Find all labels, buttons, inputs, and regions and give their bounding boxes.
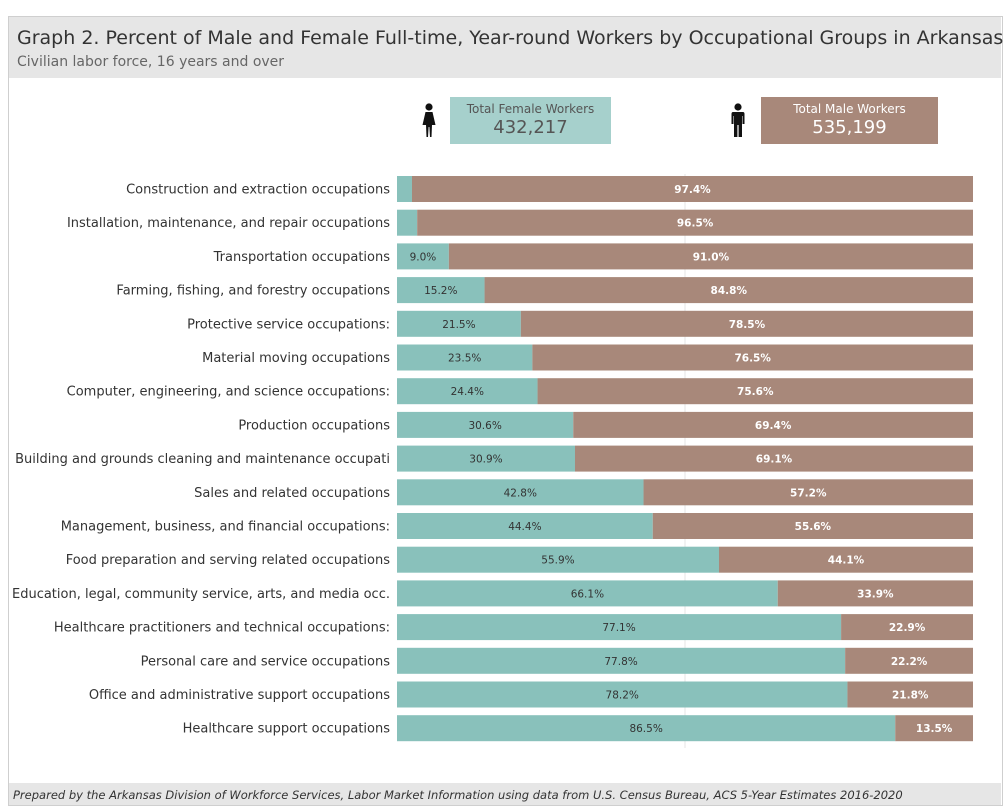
male-data-label: 13.5% (916, 723, 953, 735)
male-bar (718, 546, 973, 573)
category-label: Food preparation and serving related occ… (66, 553, 391, 568)
category-label: Installation, maintenance, and repair oc… (67, 216, 390, 231)
female-bar (397, 209, 418, 236)
female-data-label: 55.9% (541, 555, 574, 567)
category-label: Healthcare practitioners and technical o… (54, 621, 390, 636)
male-bar (574, 445, 973, 472)
category-label: Production occupations (238, 418, 390, 433)
female-data-label: 77.1% (602, 622, 635, 634)
category-label: Personal care and service occupations (141, 654, 391, 669)
male-bar (845, 647, 973, 674)
female-data-label: 86.5% (629, 723, 662, 735)
male-bar (537, 378, 973, 405)
female-bar (397, 681, 848, 708)
female-data-label: 21.5% (442, 319, 475, 331)
male-person-icon (731, 103, 745, 137)
female-data-label: 42.8% (504, 487, 537, 499)
male-bar (448, 243, 974, 270)
header-band (9, 17, 1001, 78)
category-label: Material moving occupations (202, 351, 390, 366)
category-label: Sales and related occupations (194, 486, 390, 501)
chart-subtitle: Civilian labor force, 16 years and over (17, 54, 285, 70)
male-bar (643, 479, 973, 506)
female-bar (397, 378, 538, 405)
category-label: Protective service occupations: (187, 317, 390, 332)
chart-title: Graph 2. Percent of Male and Female Full… (17, 27, 1004, 49)
female-kpi-label: Total Female Workers (466, 102, 595, 116)
male-data-label: 91.0% (693, 251, 730, 263)
category-label: Office and administrative support occupa… (89, 688, 390, 703)
male-data-label: 96.5% (677, 218, 714, 230)
female-data-label: 44.4% (508, 521, 541, 533)
male-data-label: 57.2% (790, 487, 827, 499)
male-bar (652, 513, 973, 539)
total-male-workers-card: Total Male Workers 535,199 (761, 97, 938, 144)
category-label: Management, business, and financial occu… (61, 520, 390, 535)
female-bar (397, 546, 719, 573)
female-data-label: 15.2% (424, 285, 457, 297)
male-bar (573, 411, 973, 438)
female-kpi-value: 432,217 (493, 117, 568, 138)
male-data-label: 44.1% (828, 555, 865, 567)
male-bar (520, 310, 973, 337)
female-bar (397, 344, 533, 371)
category-label: Computer, engineering, and science occup… (67, 385, 390, 400)
male-bar (411, 176, 973, 202)
female-data-label: 66.1% (571, 588, 604, 600)
female-data-label: 30.9% (469, 454, 502, 466)
category-label: Building and grounds cleaning and mainte… (15, 452, 390, 467)
male-bar (895, 715, 973, 742)
female-bar (397, 411, 574, 438)
male-bar (841, 614, 973, 641)
category-label: Transportation occupations (213, 250, 391, 265)
male-data-label: 69.4% (755, 420, 792, 432)
category-label: Education, legal, community service, art… (12, 587, 390, 602)
female-data-label: 24.4% (451, 386, 484, 398)
female-bar (397, 176, 412, 202)
male-bar (532, 344, 973, 371)
female-data-label: 23.5% (448, 353, 481, 365)
category-label: Construction and extraction occupations (126, 183, 390, 198)
male-bar (847, 681, 973, 708)
female-bar (397, 614, 842, 641)
category-label: Healthcare support occupations (183, 722, 391, 737)
female-data-label: 30.6% (468, 420, 501, 432)
male-data-label: 75.6% (737, 386, 774, 398)
footer-source-note: Prepared by the Arkansas Division of Wor… (13, 788, 903, 802)
male-kpi-value: 535,199 (812, 117, 887, 138)
male-data-label: 69.1% (756, 454, 793, 466)
female-bar (397, 647, 846, 674)
female-bar (397, 513, 653, 539)
male-data-label: 21.8% (892, 690, 929, 702)
female-bar (397, 715, 896, 742)
male-data-label: 78.5% (729, 319, 766, 331)
female-bar (397, 277, 485, 304)
female-data-label: 77.8% (604, 656, 637, 668)
male-data-label: 22.9% (889, 622, 926, 634)
female-bar (397, 310, 521, 337)
female-bar (397, 243, 449, 270)
female-person-icon (422, 103, 436, 137)
male-data-label: 97.4% (674, 184, 711, 196)
male-data-label: 76.5% (734, 353, 771, 365)
male-data-label: 33.9% (857, 588, 894, 600)
total-female-workers-card: Total Female Workers 432,217 (450, 97, 611, 144)
dashboard-frame (8, 16, 1003, 806)
male-bar (777, 580, 973, 607)
category-label: Farming, fishing, and forestry occupatio… (116, 284, 390, 299)
male-kpi-label: Total Male Workers (793, 102, 906, 116)
male-bar (417, 209, 973, 236)
male-data-label: 22.2% (891, 656, 928, 668)
female-data-label: 9.0% (410, 251, 437, 263)
female-data-label: 78.2% (606, 690, 639, 702)
female-bar (397, 479, 644, 506)
female-bar (397, 445, 575, 472)
footer-band: Prepared by the Arkansas Division of Wor… (9, 783, 1001, 805)
female-bar (397, 580, 778, 607)
male-data-label: 55.6% (795, 521, 832, 533)
male-data-label: 84.8% (711, 285, 748, 297)
male-bar (484, 277, 973, 304)
